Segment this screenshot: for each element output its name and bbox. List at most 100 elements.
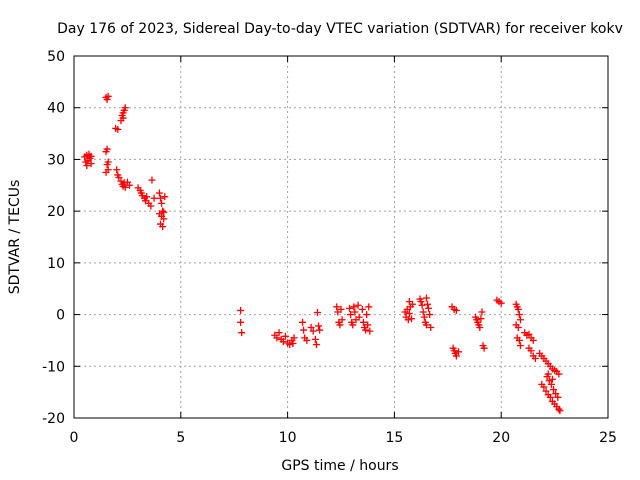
- data-point-marker: [531, 355, 539, 363]
- data-point-marker: [159, 223, 167, 231]
- data-point-marker: [121, 183, 129, 191]
- data-point-marker: [476, 324, 484, 331]
- data-point-marker: [114, 125, 122, 133]
- data-point-marker: [347, 311, 355, 319]
- data-point-marker: [83, 162, 91, 170]
- data-point-marker: [346, 304, 354, 312]
- y-tick-label: 10: [47, 256, 65, 272]
- data-point-marker: [161, 193, 169, 201]
- data-point-marker: [427, 324, 435, 331]
- data-point-marker: [477, 315, 485, 323]
- data-point-marker: [315, 322, 323, 330]
- data-point-marker: [351, 308, 359, 316]
- data-point-marker: [237, 306, 245, 314]
- data-points: [81, 92, 564, 415]
- x-axis-label: GPS time / hours: [281, 458, 398, 474]
- data-point-marker: [420, 313, 428, 321]
- data-point-marker: [547, 380, 555, 388]
- data-point-marker: [316, 326, 324, 334]
- data-point-marker: [309, 327, 317, 335]
- data-point-marker: [279, 337, 287, 345]
- data-point-marker: [338, 316, 346, 324]
- data-point-marker: [157, 194, 165, 202]
- y-tick-label: 30: [47, 152, 65, 168]
- data-point-marker: [452, 352, 460, 360]
- data-point-marker: [119, 114, 127, 122]
- data-point-marker: [514, 324, 522, 331]
- data-point-marker: [336, 321, 344, 329]
- x-tick-label: 0: [70, 430, 79, 446]
- data-point-marker: [454, 348, 462, 356]
- axis-ticks: 0 5 10 15 20 25 -20 -10 0 10 20 30 40 50: [42, 49, 617, 446]
- data-point-marker: [299, 318, 307, 326]
- data-point-marker: [529, 336, 537, 344]
- data-point-marker: [87, 160, 95, 168]
- data-point-marker: [515, 336, 523, 344]
- x-tick-label: 10: [279, 430, 297, 446]
- data-point-marker: [425, 304, 433, 312]
- data-point-marker: [480, 344, 488, 352]
- data-point-marker: [555, 370, 563, 378]
- data-point-marker: [514, 305, 522, 313]
- y-tick-label: 20: [47, 204, 65, 220]
- data-point-marker: [417, 298, 425, 306]
- data-point-marker: [452, 306, 460, 314]
- data-point-marker: [103, 145, 111, 153]
- x-tick-label: 25: [599, 430, 617, 446]
- data-point-marker: [150, 194, 158, 202]
- data-point-marker: [358, 305, 366, 313]
- y-axis-label: SDTVAR / TECUs: [7, 180, 23, 295]
- data-point-marker: [515, 311, 523, 319]
- data-point-marker: [540, 383, 548, 391]
- data-point-marker: [525, 330, 533, 338]
- data-point-marker: [419, 308, 427, 316]
- data-point-marker: [554, 393, 562, 401]
- data-point-marker: [556, 407, 564, 415]
- data-point-marker: [121, 104, 129, 112]
- plot-frame: [73, 55, 609, 419]
- y-tick-label: 50: [47, 49, 65, 65]
- data-point-marker: [542, 387, 550, 395]
- data-point-marker: [160, 208, 168, 216]
- data-point-marker: [103, 95, 111, 103]
- data-point-marker: [273, 334, 281, 342]
- data-point-marker: [148, 176, 156, 184]
- data-point-marker: [113, 166, 121, 174]
- x-tick-label: 15: [385, 430, 403, 446]
- x-tick-label: 20: [492, 430, 510, 446]
- data-point-marker: [237, 318, 245, 326]
- data-point-marker: [286, 341, 294, 349]
- data-point-marker: [354, 301, 362, 309]
- grid-lines: [74, 56, 608, 418]
- data-point-marker: [314, 309, 322, 317]
- data-point-marker: [155, 189, 163, 197]
- data-point-marker: [238, 329, 246, 337]
- data-point-marker: [143, 193, 151, 201]
- data-point-marker: [545, 377, 553, 385]
- data-point-marker: [362, 326, 370, 334]
- data-point-marker: [418, 301, 426, 309]
- data-point-marker: [550, 386, 558, 394]
- data-point-marker: [158, 199, 166, 207]
- data-point-marker: [126, 181, 134, 189]
- data-point-marker: [478, 308, 486, 316]
- data-point-marker: [303, 336, 311, 344]
- data-point-marker: [102, 168, 110, 176]
- data-point-marker: [407, 315, 415, 323]
- data-point-marker: [516, 342, 524, 350]
- x-tick-label: 5: [176, 430, 185, 446]
- data-point-marker: [527, 347, 535, 355]
- data-point-marker: [546, 393, 554, 401]
- data-point-marker: [424, 300, 432, 308]
- data-point-marker: [548, 375, 556, 383]
- data-point-marker: [405, 310, 413, 318]
- data-point-marker: [349, 321, 357, 329]
- data-point-marker: [103, 161, 111, 169]
- y-tick-label: 0: [56, 308, 65, 324]
- data-point-marker: [355, 313, 363, 321]
- data-point-marker: [365, 303, 373, 311]
- data-point-marker: [426, 311, 434, 319]
- data-point-marker: [275, 329, 283, 337]
- data-point-marker: [422, 294, 430, 302]
